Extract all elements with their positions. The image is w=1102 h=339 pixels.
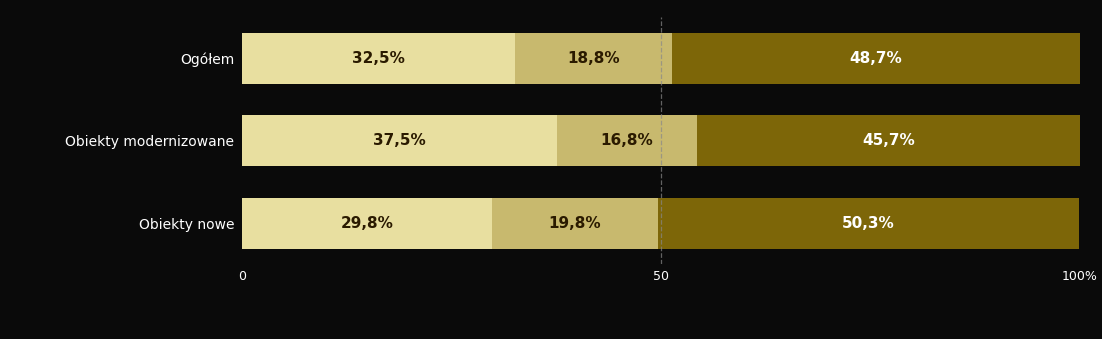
Bar — [242, 198, 491, 249]
Text: 16,8%: 16,8% — [601, 133, 653, 148]
Bar — [557, 115, 698, 166]
Text: 32,5%: 32,5% — [353, 51, 404, 66]
Bar — [242, 115, 557, 166]
Text: 29,8%: 29,8% — [341, 216, 393, 231]
Bar — [242, 33, 515, 84]
Bar — [698, 115, 1080, 166]
Text: 48,7%: 48,7% — [850, 51, 903, 66]
Text: 18,8%: 18,8% — [568, 51, 619, 66]
Bar — [491, 198, 658, 249]
Text: 37,5%: 37,5% — [374, 133, 425, 148]
Text: 45,7%: 45,7% — [862, 133, 915, 148]
Bar — [658, 198, 1079, 249]
Bar — [515, 33, 672, 84]
Bar — [672, 33, 1080, 84]
Text: 19,8%: 19,8% — [549, 216, 602, 231]
Text: 50,3%: 50,3% — [842, 216, 895, 231]
